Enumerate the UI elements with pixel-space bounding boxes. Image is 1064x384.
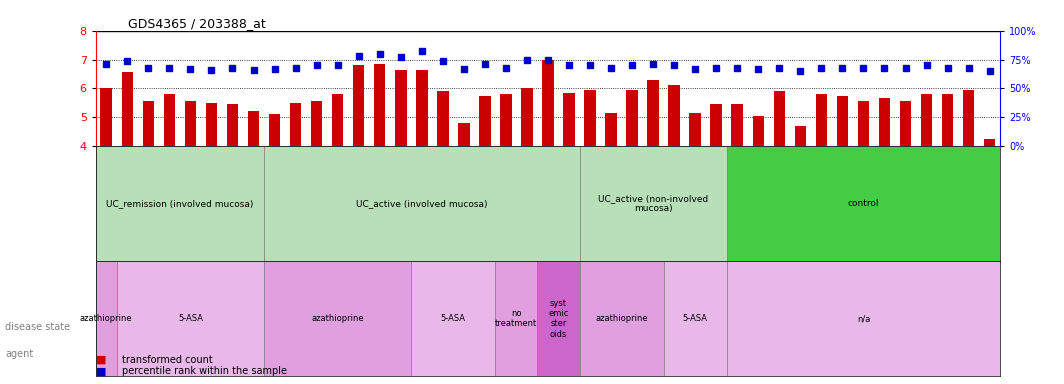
FancyBboxPatch shape: [537, 261, 580, 376]
FancyBboxPatch shape: [727, 261, 1000, 376]
Bar: [185, 101, 196, 146]
Text: UC_active (involved mucosa): UC_active (involved mucosa): [356, 199, 487, 208]
Bar: [395, 70, 406, 146]
FancyBboxPatch shape: [580, 261, 664, 376]
Bar: [584, 90, 596, 146]
Bar: [205, 103, 217, 146]
Bar: [164, 94, 176, 146]
Bar: [627, 90, 638, 146]
Bar: [963, 90, 975, 146]
Bar: [836, 96, 848, 146]
Text: 5-ASA: 5-ASA: [440, 314, 466, 323]
Bar: [816, 94, 827, 146]
FancyBboxPatch shape: [496, 261, 537, 376]
Text: agent: agent: [5, 349, 34, 359]
Text: 5-ASA: 5-ASA: [178, 314, 203, 323]
Bar: [858, 101, 869, 146]
FancyBboxPatch shape: [264, 146, 580, 261]
Bar: [500, 94, 512, 146]
Bar: [311, 101, 322, 146]
Bar: [900, 101, 911, 146]
Text: ■: ■: [96, 355, 106, 365]
Bar: [100, 88, 112, 146]
Text: disease state: disease state: [5, 322, 70, 332]
Bar: [605, 113, 617, 146]
FancyBboxPatch shape: [580, 146, 727, 261]
Text: GDS4365 / 203388_at: GDS4365 / 203388_at: [128, 17, 265, 30]
Text: azathioprine: azathioprine: [595, 314, 648, 323]
Text: syst
emic
ster
oids: syst emic ster oids: [548, 299, 568, 339]
Text: no
treatment: no treatment: [495, 309, 537, 328]
Text: azathioprine: azathioprine: [80, 314, 133, 323]
Bar: [121, 73, 133, 146]
Text: UC_active (non-involved
mucosa): UC_active (non-involved mucosa): [598, 194, 709, 213]
Bar: [711, 104, 722, 146]
FancyBboxPatch shape: [412, 261, 496, 376]
Bar: [143, 101, 154, 146]
Text: n/a: n/a: [857, 314, 870, 323]
Bar: [920, 94, 932, 146]
FancyBboxPatch shape: [96, 146, 264, 261]
Text: azathioprine: azathioprine: [312, 314, 364, 323]
FancyBboxPatch shape: [96, 261, 117, 376]
Bar: [543, 60, 553, 146]
Text: UC_remission (involved mucosa): UC_remission (involved mucosa): [106, 199, 253, 208]
Bar: [353, 65, 365, 146]
Bar: [668, 86, 680, 146]
Bar: [795, 126, 807, 146]
Bar: [521, 88, 533, 146]
Bar: [248, 111, 260, 146]
Bar: [942, 94, 953, 146]
Bar: [752, 116, 764, 146]
Bar: [563, 93, 575, 146]
Bar: [984, 139, 996, 146]
Text: percentile rank within the sample: percentile rank within the sample: [122, 366, 287, 376]
Bar: [689, 113, 701, 146]
FancyBboxPatch shape: [264, 261, 412, 376]
Bar: [289, 103, 301, 146]
FancyBboxPatch shape: [664, 261, 727, 376]
Bar: [774, 91, 785, 146]
Bar: [416, 70, 428, 146]
FancyBboxPatch shape: [117, 261, 264, 376]
FancyBboxPatch shape: [727, 146, 1000, 261]
Text: transformed count: transformed count: [122, 355, 213, 365]
Bar: [437, 91, 449, 146]
Bar: [332, 94, 344, 146]
Text: 5-ASA: 5-ASA: [683, 314, 708, 323]
Text: control: control: [848, 199, 879, 208]
Bar: [373, 64, 385, 146]
Text: ■: ■: [96, 366, 106, 376]
Bar: [269, 114, 280, 146]
Bar: [227, 104, 238, 146]
Bar: [879, 98, 891, 146]
Bar: [479, 96, 491, 146]
Bar: [647, 79, 659, 146]
Bar: [458, 123, 469, 146]
Bar: [731, 104, 743, 146]
